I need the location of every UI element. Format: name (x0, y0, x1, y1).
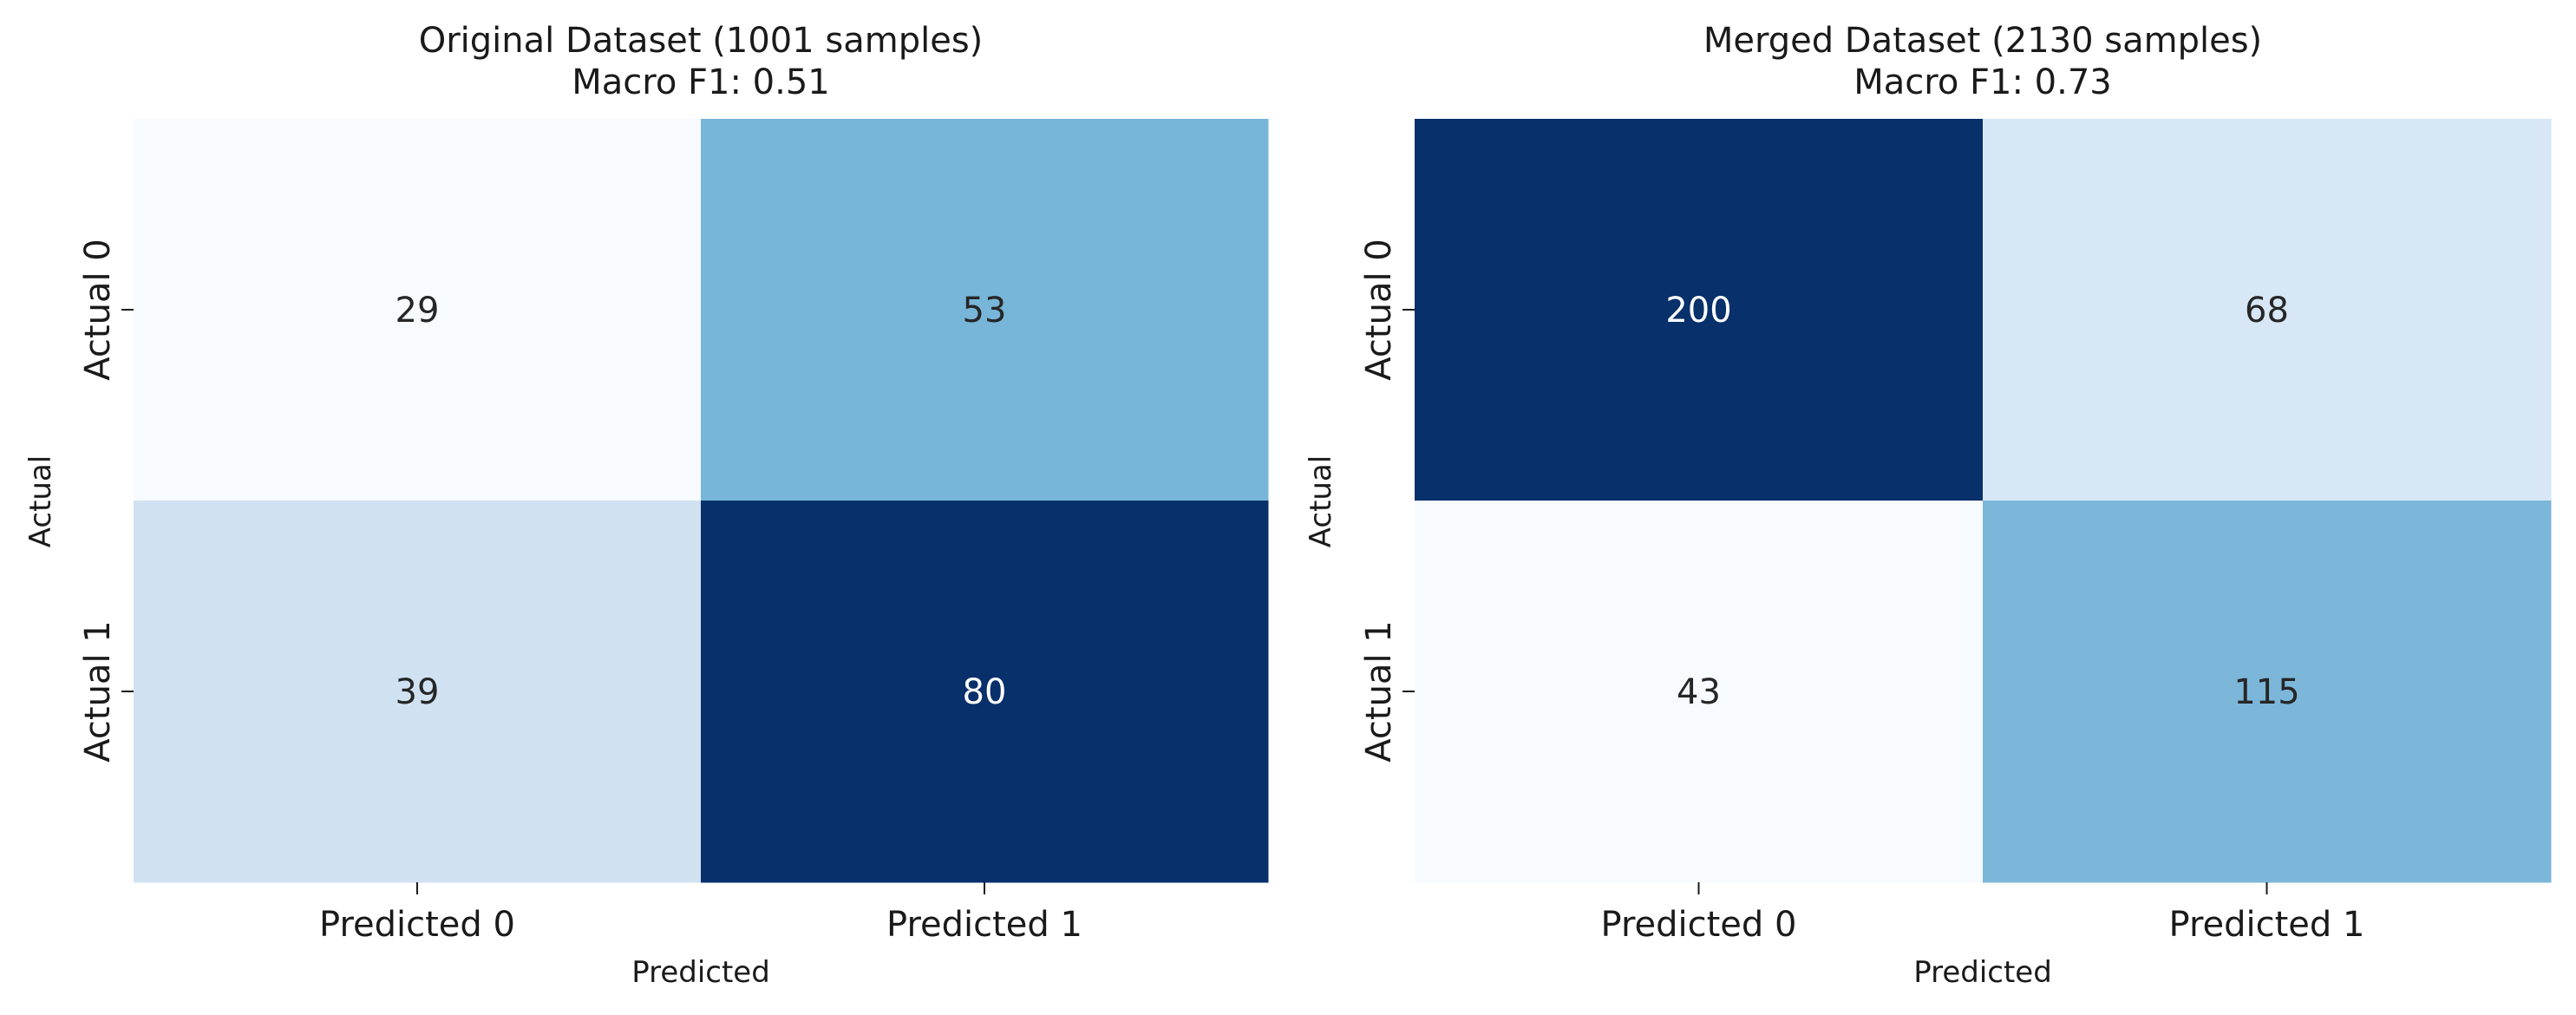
y-tick-label-1: Actual 1 (1359, 620, 1399, 762)
cell-value-r0-c1: 68 (2245, 291, 2289, 331)
chart-title: Merged Dataset (2130 samples) (1703, 21, 2262, 61)
cell-value-r0-c1: 53 (963, 291, 1007, 331)
heatmap-cell-r1-c0 (134, 501, 702, 883)
cell-value-r0-c0: 200 (1665, 291, 1731, 331)
y-tick-label-0: Actual 0 (1359, 239, 1399, 380)
y-tick-label-0: Actual 0 (78, 239, 118, 380)
heatmap-cells: 200 68 43 115 (1415, 119, 2552, 883)
chart-subtitle: Macro F1: 0.73 (1854, 62, 2111, 102)
heatmap-cell-r0-c1 (1983, 119, 2552, 501)
x-tick-label-1: Predicted 1 (2169, 905, 2365, 945)
x-axis-label: Predicted (631, 955, 770, 990)
heatmap-cell-r1-c0 (1415, 501, 1984, 883)
heatmap-cell-r0-c0 (134, 119, 702, 501)
cell-value-r1-c1: 80 (963, 672, 1007, 712)
heatmap-panel-original: Original Dataset (1001 samples) Macro F1… (23, 21, 1269, 990)
cell-value-r0-c0: 29 (396, 291, 440, 331)
x-tick-label-0: Predicted 0 (319, 905, 515, 945)
chart-subtitle: Macro F1: 0.51 (572, 62, 829, 102)
x-axis-label: Predicted (1913, 955, 2052, 990)
heatmap-cells: 29 53 39 80 (134, 119, 1269, 883)
heatmap-cell-r1-c1 (1983, 501, 2552, 883)
y-axis-label: Actual (23, 455, 58, 548)
y-axis-label: Actual (1304, 455, 1338, 548)
x-tick-label-1: Predicted 1 (886, 905, 1082, 945)
x-tick-label-0: Predicted 0 (1601, 905, 1797, 945)
y-tick-label-1: Actual 1 (78, 620, 118, 762)
cell-value-r1-c1: 115 (2233, 672, 2299, 712)
heatmap-cell-r0-c0 (1415, 119, 1984, 501)
heatmap-panel-merged: Merged Dataset (2130 samples) Macro F1: … (1304, 21, 2552, 990)
cell-value-r1-c0: 39 (396, 672, 440, 712)
heatmap-cell-r1-c1 (701, 501, 1269, 883)
heatmap-cell-r0-c1 (701, 119, 1269, 501)
chart-title: Original Dataset (1001 samples) (419, 21, 984, 61)
cell-value-r1-c0: 43 (1677, 672, 1721, 712)
